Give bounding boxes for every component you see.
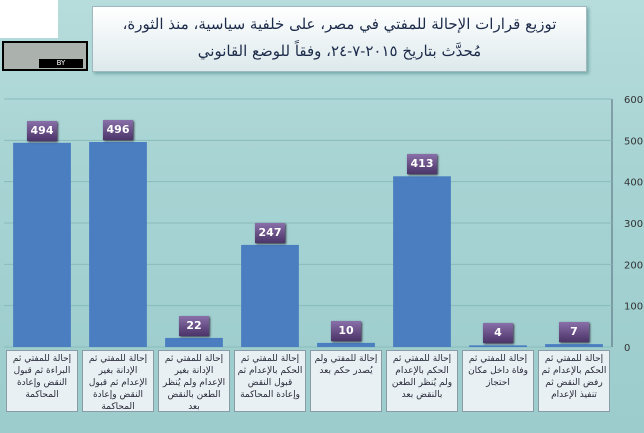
value-label: 4 — [483, 323, 513, 344]
value-label: 496 — [103, 119, 133, 140]
value-label: 22 — [179, 315, 209, 336]
bar — [13, 142, 71, 347]
bar — [241, 244, 299, 347]
x-tick-label: إحالة للمفتي ثم الإدانة بغير الإعدام ولم… — [158, 350, 230, 412]
x-tick-label: إحالة للمفتي ثم البراءة ثم قبول النقض وإ… — [6, 350, 78, 412]
logo — [0, 0, 58, 38]
y-tick-label: 600 — [624, 95, 643, 106]
bar — [165, 337, 223, 347]
bar — [317, 342, 375, 347]
bar — [469, 345, 527, 347]
value-label: 247 — [255, 222, 285, 243]
x-tick-label: إحالة للمفتي ولم يُصدر حكم بعد — [310, 350, 382, 412]
x-tick-label: إحالة للمفتي ثم وفاة داخل مكان احتجاز — [462, 350, 534, 412]
y-tick-label: 400 — [624, 178, 643, 189]
license-badge: BY — [2, 41, 88, 71]
value-label: 10 — [331, 320, 361, 341]
y-tick-label: 200 — [624, 260, 643, 271]
chart-title: توزيع قرارات الإحالة للمفتي في مصر، على … — [92, 6, 587, 72]
value-label: 494 — [27, 120, 57, 141]
y-tick-label: 0 — [624, 343, 630, 354]
badge-text: BY — [39, 59, 83, 68]
value-label: 7 — [559, 322, 589, 343]
bar — [545, 344, 603, 347]
x-tick-label: إحالة للمفتي ثم الحكم بالإعدام ثم قبول ا… — [234, 350, 306, 412]
y-tick-label: 500 — [624, 136, 643, 147]
bar — [89, 141, 147, 347]
x-tick-label: إحالة للمفتي ثم الإدانة بغير الإعدام ثم … — [82, 350, 154, 412]
bar — [393, 176, 451, 347]
y-tick-label: 300 — [624, 219, 643, 230]
value-label: 413 — [407, 154, 437, 175]
x-tick-label: إحالة للمفتي ثم الحكم بالإعدام ولم يُنظر… — [386, 350, 458, 412]
x-tick-label: إحالة للمفتي ثم الحكم بالإعدام ثم رفض ال… — [538, 350, 610, 412]
y-tick-label: 100 — [624, 302, 643, 313]
